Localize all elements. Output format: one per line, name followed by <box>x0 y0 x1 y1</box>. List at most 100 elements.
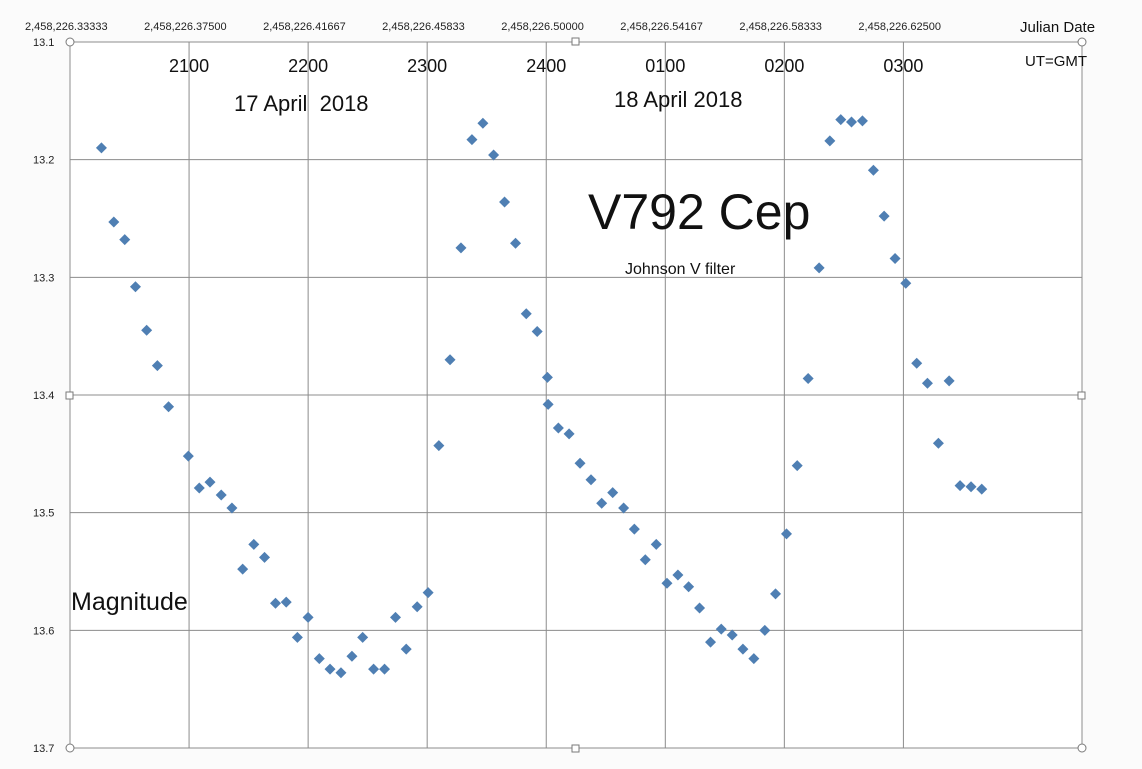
x-tick-label: 2,458,226.62500 <box>858 21 941 33</box>
data-point <box>574 457 586 469</box>
data-point <box>182 450 194 462</box>
resize-handle-middle-left[interactable] <box>65 391 74 400</box>
data-point <box>705 636 717 648</box>
data-point <box>715 623 727 635</box>
data-point <box>193 482 205 494</box>
data-point <box>759 624 771 636</box>
data-point <box>379 663 391 675</box>
data-point <box>531 325 543 337</box>
data-point <box>618 502 630 514</box>
y-tick-label: 13.4 <box>33 390 54 402</box>
x-tick-label: 2,458,226.58333 <box>739 21 822 33</box>
resize-handle-top-middle[interactable] <box>571 37 580 46</box>
x-axis-tick-labels: 2,458,226.33333 2,458,226.37500 2,458,226.… <box>25 21 941 33</box>
data-point <box>552 422 564 434</box>
data-point <box>563 428 575 440</box>
data-point <box>466 134 478 146</box>
data-point <box>520 308 532 320</box>
data-point <box>628 523 640 535</box>
data-point <box>302 611 314 623</box>
data-point <box>477 117 489 129</box>
data-point <box>237 563 249 575</box>
data-point <box>411 601 423 613</box>
resize-handle-top-right[interactable] <box>1077 37 1087 47</box>
x-tick-label: 2,458,226.41667 <box>263 21 346 33</box>
data-point <box>867 164 879 176</box>
data-point <box>813 262 825 274</box>
resize-handle-top-left[interactable] <box>65 37 75 47</box>
data-point <box>607 487 619 499</box>
data-point <box>488 149 500 161</box>
y-axis-label: Magnitude <box>71 588 188 616</box>
data-point <box>270 597 282 609</box>
data-point <box>151 360 163 372</box>
data-point <box>889 253 901 265</box>
resize-handle-middle-right[interactable] <box>1077 391 1086 400</box>
data-point <box>856 115 868 127</box>
date-label-17-april: 17 April 2018 <box>234 91 369 116</box>
data-point <box>845 116 857 128</box>
data-point <box>455 242 467 254</box>
data-point <box>163 401 175 413</box>
data-point <box>129 281 141 293</box>
data-point <box>141 324 153 336</box>
chart-title: V792 Cep <box>588 184 810 240</box>
data-point <box>932 437 944 449</box>
hour-label: 2200 <box>288 56 328 76</box>
y-tick-label: 13.7 <box>33 743 54 755</box>
horizontal-gridlines <box>70 159 1082 631</box>
data-point <box>400 643 412 655</box>
resize-handle-bottom-left[interactable] <box>65 743 75 753</box>
y-tick-label: 13.1 <box>33 37 54 49</box>
data-point <box>357 631 369 643</box>
data-point <box>248 538 260 550</box>
y-axis-tick-labels: 13.1 13.2 13.3 13.4 13.5 13.6 13.7 <box>33 37 54 755</box>
data-point <box>965 481 977 493</box>
data-point <box>954 480 966 492</box>
data-point <box>921 377 933 389</box>
data-point <box>335 667 347 679</box>
hour-label: 2100 <box>169 56 209 76</box>
y-tick-label: 13.2 <box>33 155 54 167</box>
data-point <box>259 551 271 563</box>
data-point <box>119 234 131 246</box>
data-point <box>433 440 445 452</box>
data-point <box>770 588 782 600</box>
data-point <box>444 354 456 366</box>
data-point <box>661 577 673 589</box>
date-label-18-april: 18 April 2018 <box>614 87 742 112</box>
data-point <box>542 398 554 410</box>
data-point <box>226 502 238 514</box>
data-point <box>280 596 292 608</box>
hour-label: 0100 <box>645 56 685 76</box>
data-point <box>943 375 955 387</box>
resize-handle-bottom-right[interactable] <box>1077 743 1087 753</box>
data-point <box>585 474 597 486</box>
data-point <box>95 142 107 154</box>
data-point <box>900 277 912 289</box>
data-point <box>878 210 890 222</box>
data-point <box>835 114 847 126</box>
y-tick-label: 13.5 <box>33 508 54 520</box>
x-axis-label: Julian Date <box>1020 19 1095 36</box>
data-point <box>346 650 358 662</box>
hour-label: 2400 <box>526 56 566 76</box>
data-point <box>639 554 651 566</box>
data-point <box>324 663 336 675</box>
selection-handles[interactable] <box>65 37 1087 753</box>
data-point <box>291 631 303 643</box>
data-point <box>499 196 511 208</box>
y-tick-label: 13.6 <box>33 625 54 637</box>
hour-label: 2300 <box>407 56 447 76</box>
data-point <box>422 587 434 599</box>
data-point <box>911 357 923 369</box>
x-tick-label: 2,458,226.33333 <box>25 21 108 33</box>
data-point <box>802 373 814 385</box>
data-point <box>390 611 402 623</box>
data-point <box>368 663 380 675</box>
resize-handle-bottom-middle[interactable] <box>571 744 580 753</box>
x-tick-label: 2,458,226.37500 <box>144 21 227 33</box>
data-point <box>780 528 792 540</box>
y-tick-label: 13.3 <box>33 272 54 284</box>
